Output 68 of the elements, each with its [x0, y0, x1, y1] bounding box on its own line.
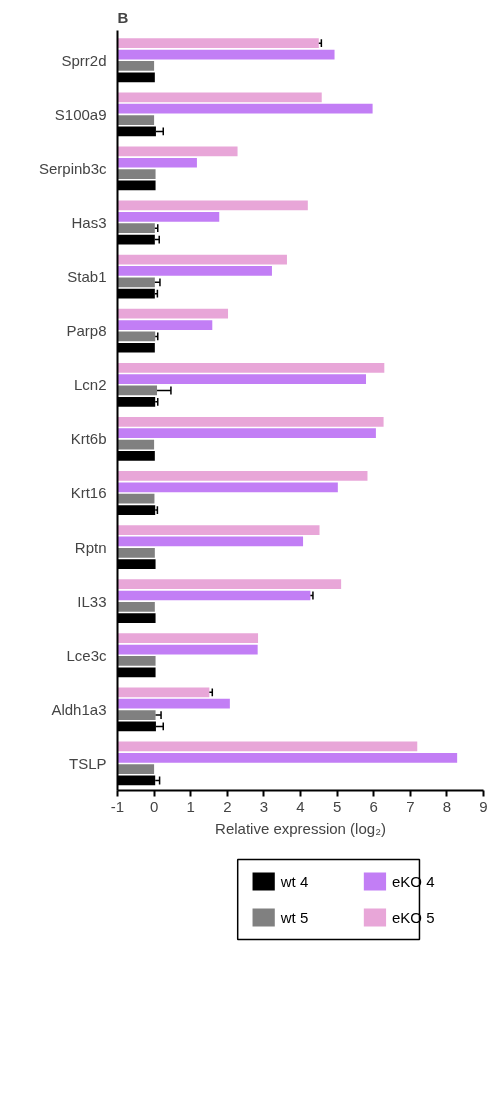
y-tick-label: Lcn2 [73, 376, 107, 394]
bar [117, 169, 156, 179]
y-tick-label: IL33 [77, 592, 107, 610]
y-tick-label: TSLP [68, 754, 107, 772]
x-tick-label: 7 [406, 797, 415, 815]
bar [117, 115, 155, 125]
x-tick-label: 0 [149, 797, 159, 815]
bar [117, 92, 322, 103]
y-tick-label: Lce3c [66, 646, 107, 664]
bar [117, 644, 258, 655]
x-tick-label: -1 [110, 797, 125, 815]
bar [117, 49, 335, 60]
legend-label: wt 4 [279, 873, 309, 890]
bar [117, 579, 342, 590]
bar [117, 61, 155, 71]
y-tick-label: Krt6b [70, 430, 107, 448]
y-tick-label: Krt16 [70, 484, 107, 502]
bar [117, 698, 230, 709]
bar [117, 223, 155, 234]
bar [117, 687, 210, 698]
bar [117, 547, 155, 558]
bar [117, 277, 155, 288]
y-tick-label: Parp8 [66, 322, 107, 340]
bar [117, 266, 272, 276]
bar [117, 590, 311, 601]
bar [117, 103, 373, 114]
y-tick-label: Has3 [71, 214, 107, 232]
bar [117, 471, 368, 481]
bar [117, 320, 213, 330]
bar [117, 764, 155, 774]
x-tick-label: 5 [332, 797, 342, 815]
y-tick-label: Aldh1a3 [51, 700, 107, 718]
x-tick-label: 4 [296, 797, 305, 815]
bar [117, 308, 229, 319]
bar [117, 374, 367, 384]
bar [117, 38, 319, 49]
bar [117, 656, 156, 666]
bar [117, 157, 197, 168]
y-tick-label: Serpinb3c [38, 159, 107, 177]
x-tick-label: 6 [369, 797, 378, 815]
bar [117, 536, 304, 547]
bar [117, 428, 376, 439]
y-tick-label: S100a9 [54, 105, 107, 123]
bar [117, 525, 320, 535]
x-tick-label: 3 [259, 797, 269, 815]
bar [117, 601, 155, 612]
bar [117, 493, 155, 504]
x-axis-title: Relative expression (log₂) [215, 819, 386, 837]
bar [117, 254, 287, 265]
bar [117, 633, 259, 644]
bar [117, 416, 384, 427]
bar [117, 211, 220, 222]
bar [117, 362, 385, 373]
y-tick-label: Sprr2d [61, 51, 107, 69]
x-tick-label: 9 [479, 797, 488, 815]
bar [117, 482, 338, 493]
y-tick-label: Rptn [74, 538, 107, 556]
x-tick-label: 1 [186, 797, 195, 815]
legend-label: wt 5 [279, 909, 309, 926]
chart-title: B [117, 8, 129, 26]
bar [117, 146, 238, 157]
bar [117, 752, 458, 763]
y-tick-label: Stab1 [67, 268, 107, 286]
bar [117, 710, 156, 720]
x-tick-label: 2 [223, 797, 232, 815]
x-tick-label: 8 [442, 797, 452, 815]
bar [117, 200, 308, 211]
bar [117, 741, 418, 752]
